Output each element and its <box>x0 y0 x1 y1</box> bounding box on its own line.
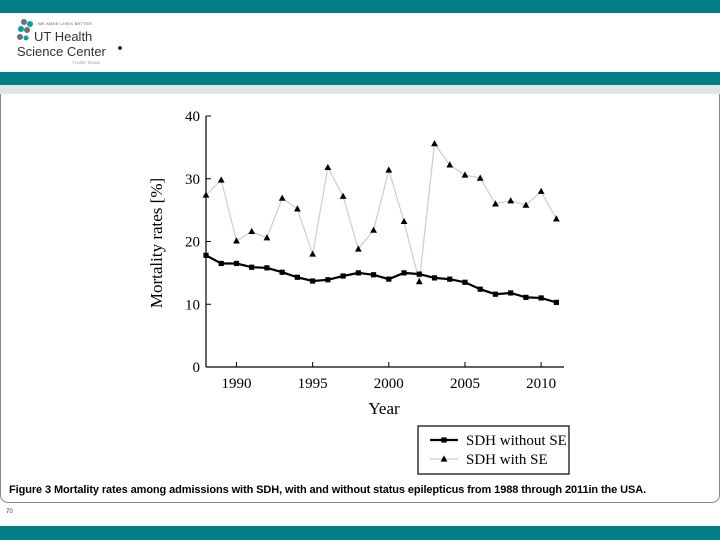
series-line <box>205 141 557 282</box>
logo-line-2: Science Center <box>17 44 106 59</box>
data-point <box>462 279 468 285</box>
data-point <box>492 200 499 207</box>
data-point <box>370 272 377 278</box>
logo-bullet-icon <box>118 46 122 50</box>
logo-dots-icon <box>17 19 33 41</box>
data-point <box>203 252 209 258</box>
bottom-bar <box>0 526 720 540</box>
data-point <box>263 234 271 241</box>
data-point <box>339 192 347 199</box>
data-point <box>217 176 225 183</box>
x-tick-label: 1990 <box>221 376 251 392</box>
slide-number: 70 <box>6 509 13 515</box>
data-point <box>447 276 453 282</box>
content-frame <box>0 94 720 503</box>
y-tick-label: 20 <box>185 235 200 251</box>
series-with-se <box>202 140 560 285</box>
y-tick-label: 0 <box>193 360 201 376</box>
x-tick-label: 2010 <box>526 376 556 392</box>
data-point <box>477 286 483 292</box>
legend-label: SDH without SE <box>466 433 567 449</box>
data-point <box>310 278 316 284</box>
x-axis-label: Year <box>368 399 400 418</box>
caption-text: Mortality rates among admissions with SD… <box>53 484 647 496</box>
series-without-se <box>203 252 559 305</box>
mortality-chart: 0 10 20 30 40 1990 1995 2000 2005 2010 Year Morta… <box>147 109 570 475</box>
data-point <box>324 163 332 171</box>
data-point <box>340 273 346 279</box>
data-point <box>294 205 301 212</box>
data-point <box>537 187 545 194</box>
data-point <box>354 245 362 252</box>
data-point <box>325 277 331 283</box>
logo-tagline: WE MAKE LIVES BETTER <box>38 21 93 26</box>
series-line <box>205 254 557 304</box>
top-bar <box>0 0 720 13</box>
data-point <box>294 274 301 280</box>
data-point <box>431 275 438 281</box>
x-tick-label: 2005 <box>450 376 480 392</box>
x-tick-label: 1995 <box>298 376 328 392</box>
logo-line-1: UT Health <box>34 29 93 44</box>
data-point <box>248 227 256 235</box>
data-point <box>507 197 515 204</box>
data-point <box>508 290 514 296</box>
data-point <box>233 260 240 267</box>
data-point <box>278 194 286 201</box>
data-point <box>249 264 255 270</box>
data-point <box>476 174 484 181</box>
legend-label: SDH with SE <box>466 452 548 468</box>
chart-ticks: 0 10 20 30 40 1990 1995 2000 2005 2010 <box>185 109 556 392</box>
data-point <box>538 295 544 301</box>
chart-legend: SDH without SE SDH with SE <box>417 425 570 475</box>
chart-series <box>202 140 560 305</box>
data-point <box>264 265 270 271</box>
data-point <box>492 291 499 297</box>
data-point <box>552 215 560 222</box>
y-tick-label: 30 <box>185 172 200 188</box>
data-point <box>446 161 454 168</box>
data-point <box>355 270 361 276</box>
data-point <box>415 278 423 285</box>
x-tick-label: 2000 <box>374 376 404 392</box>
chart-axes <box>205 116 564 368</box>
data-point <box>553 299 559 305</box>
data-point <box>386 276 392 282</box>
y-axis-label: Mortality rates [%] <box>147 178 166 308</box>
data-point <box>385 166 393 173</box>
legend-swatch-marker <box>441 437 447 443</box>
data-point <box>279 269 285 275</box>
data-point <box>400 217 408 225</box>
data-point <box>202 191 210 198</box>
data-point <box>522 201 530 208</box>
data-point <box>233 237 240 244</box>
data-point <box>401 270 407 276</box>
y-tick-label: 10 <box>185 297 200 313</box>
caption-label: Figure 3 <box>9 484 51 496</box>
data-point <box>416 271 422 277</box>
data-point <box>461 171 469 178</box>
header-band-light <box>0 85 720 94</box>
header-band <box>0 72 720 85</box>
data-point <box>218 260 224 267</box>
data-point <box>431 140 438 147</box>
data-point <box>309 250 317 257</box>
legend-box <box>417 425 570 475</box>
y-tick-label: 40 <box>185 109 200 125</box>
ut-health-logo: WE MAKE LIVES BETTER UT Health Science C… <box>14 16 214 72</box>
figure-caption: Figure 3 Mortality rates among admission… <box>9 484 646 496</box>
legend-swatch-marker <box>440 455 448 462</box>
data-point <box>523 294 529 300</box>
logo-subtitle: TYLER, TEXAS <box>72 60 101 65</box>
data-point <box>370 226 377 233</box>
